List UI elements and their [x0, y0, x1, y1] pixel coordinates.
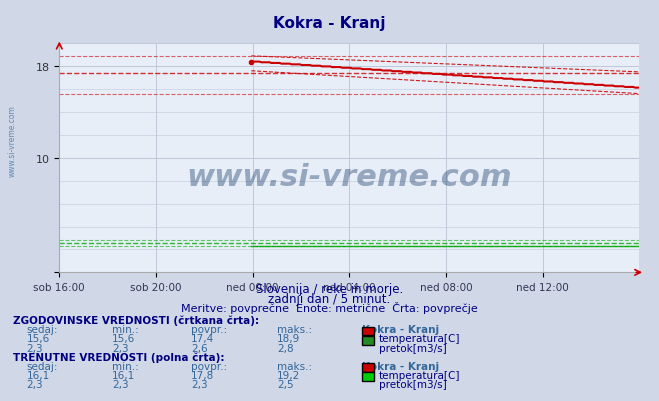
Text: Meritve: povprečne  Enote: metrične  Črta: povprečje: Meritve: povprečne Enote: metrične Črta:… — [181, 301, 478, 313]
Text: 2,3: 2,3 — [26, 343, 43, 353]
Text: 2,3: 2,3 — [112, 379, 129, 389]
Text: maks.:: maks.: — [277, 361, 312, 371]
Text: 2,3: 2,3 — [191, 379, 208, 389]
Text: ZGODOVINSKE VREDNOSTI (črtkana črta):: ZGODOVINSKE VREDNOSTI (črtkana črta): — [13, 315, 259, 325]
Text: Slovenija / reke in morje.: Slovenija / reke in morje. — [256, 283, 403, 296]
Text: www.si-vreme.com: www.si-vreme.com — [186, 162, 512, 191]
Text: min.:: min.: — [112, 324, 139, 334]
Text: pretok[m3/s]: pretok[m3/s] — [379, 379, 447, 389]
Text: min.:: min.: — [112, 361, 139, 371]
Text: temperatura[C]: temperatura[C] — [379, 334, 461, 344]
Text: 17,4: 17,4 — [191, 334, 214, 344]
Text: 17,8: 17,8 — [191, 370, 214, 380]
Text: 2,5: 2,5 — [277, 379, 293, 389]
Text: povpr.:: povpr.: — [191, 361, 227, 371]
Text: 16,1: 16,1 — [112, 370, 135, 380]
Text: 15,6: 15,6 — [112, 334, 135, 344]
Text: Kokra - Kranj: Kokra - Kranj — [362, 324, 440, 334]
Text: 15,6: 15,6 — [26, 334, 49, 344]
Text: pretok[m3/s]: pretok[m3/s] — [379, 343, 447, 353]
Text: povpr.:: povpr.: — [191, 324, 227, 334]
Text: 2,8: 2,8 — [277, 343, 293, 353]
Text: 2,3: 2,3 — [112, 343, 129, 353]
Text: zadnji dan / 5 minut.: zadnji dan / 5 minut. — [268, 292, 391, 305]
Text: 16,1: 16,1 — [26, 370, 49, 380]
Text: 2,3: 2,3 — [26, 379, 43, 389]
Text: sedaj:: sedaj: — [26, 361, 58, 371]
Text: 2,6: 2,6 — [191, 343, 208, 353]
Text: 18,9: 18,9 — [277, 334, 300, 344]
Text: temperatura[C]: temperatura[C] — [379, 370, 461, 380]
Text: 19,2: 19,2 — [277, 370, 300, 380]
Text: maks.:: maks.: — [277, 324, 312, 334]
Text: Kokra - Kranj: Kokra - Kranj — [362, 361, 440, 371]
Text: Kokra - Kranj: Kokra - Kranj — [273, 16, 386, 31]
Text: TRENUTNE VREDNOSTI (polna črta):: TRENUTNE VREDNOSTI (polna črta): — [13, 352, 225, 363]
Text: www.si-vreme.com: www.si-vreme.com — [8, 105, 17, 176]
Text: sedaj:: sedaj: — [26, 324, 58, 334]
